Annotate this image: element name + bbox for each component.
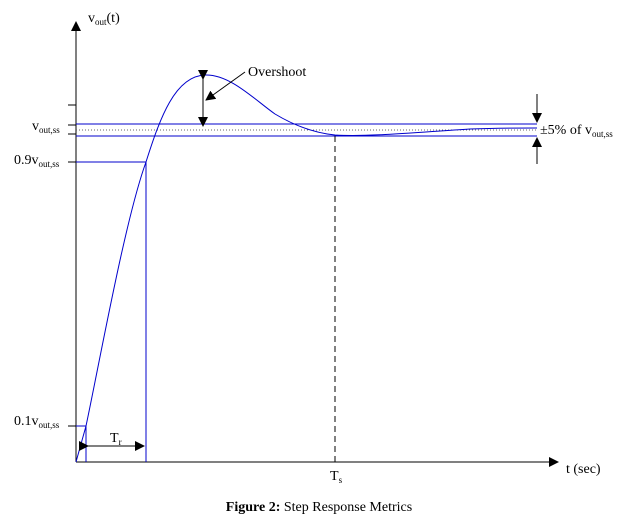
x-axis-label: t (sec)	[566, 462, 601, 477]
ninety-percent-label: 0.9vout,ss	[14, 153, 60, 169]
steady-state-label: vout,ss	[32, 119, 60, 135]
rise-time-label: Tr	[110, 431, 122, 447]
caption-figure-number: Figure 2:	[225, 500, 281, 515]
overshoot-pointer	[205, 71, 246, 101]
response-curve	[75, 74, 538, 463]
overshoot-label: Overshoot	[248, 65, 306, 80]
y-axis-label: vout(t)	[88, 11, 120, 27]
band-label: ±5% of vout,ss	[540, 123, 613, 139]
figure-caption: Figure 2: Step Response Metrics	[0, 500, 638, 516]
ten-percent-label: 0.1vout,ss	[14, 414, 60, 430]
settling-time-label: Ts	[330, 469, 343, 485]
caption-text: Step Response Metrics	[280, 500, 413, 515]
